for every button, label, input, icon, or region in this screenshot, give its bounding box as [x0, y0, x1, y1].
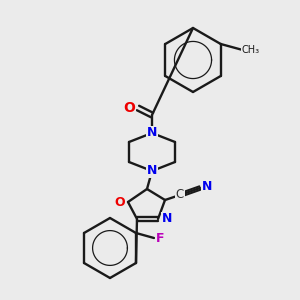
- Text: C: C: [176, 188, 184, 202]
- Text: O: O: [123, 101, 135, 115]
- Text: N: N: [147, 127, 157, 140]
- Text: O: O: [115, 196, 125, 208]
- Text: CH₃: CH₃: [242, 45, 260, 55]
- Text: F: F: [156, 232, 164, 244]
- Text: N: N: [147, 164, 157, 178]
- Text: N: N: [162, 212, 172, 226]
- Text: N: N: [202, 181, 212, 194]
